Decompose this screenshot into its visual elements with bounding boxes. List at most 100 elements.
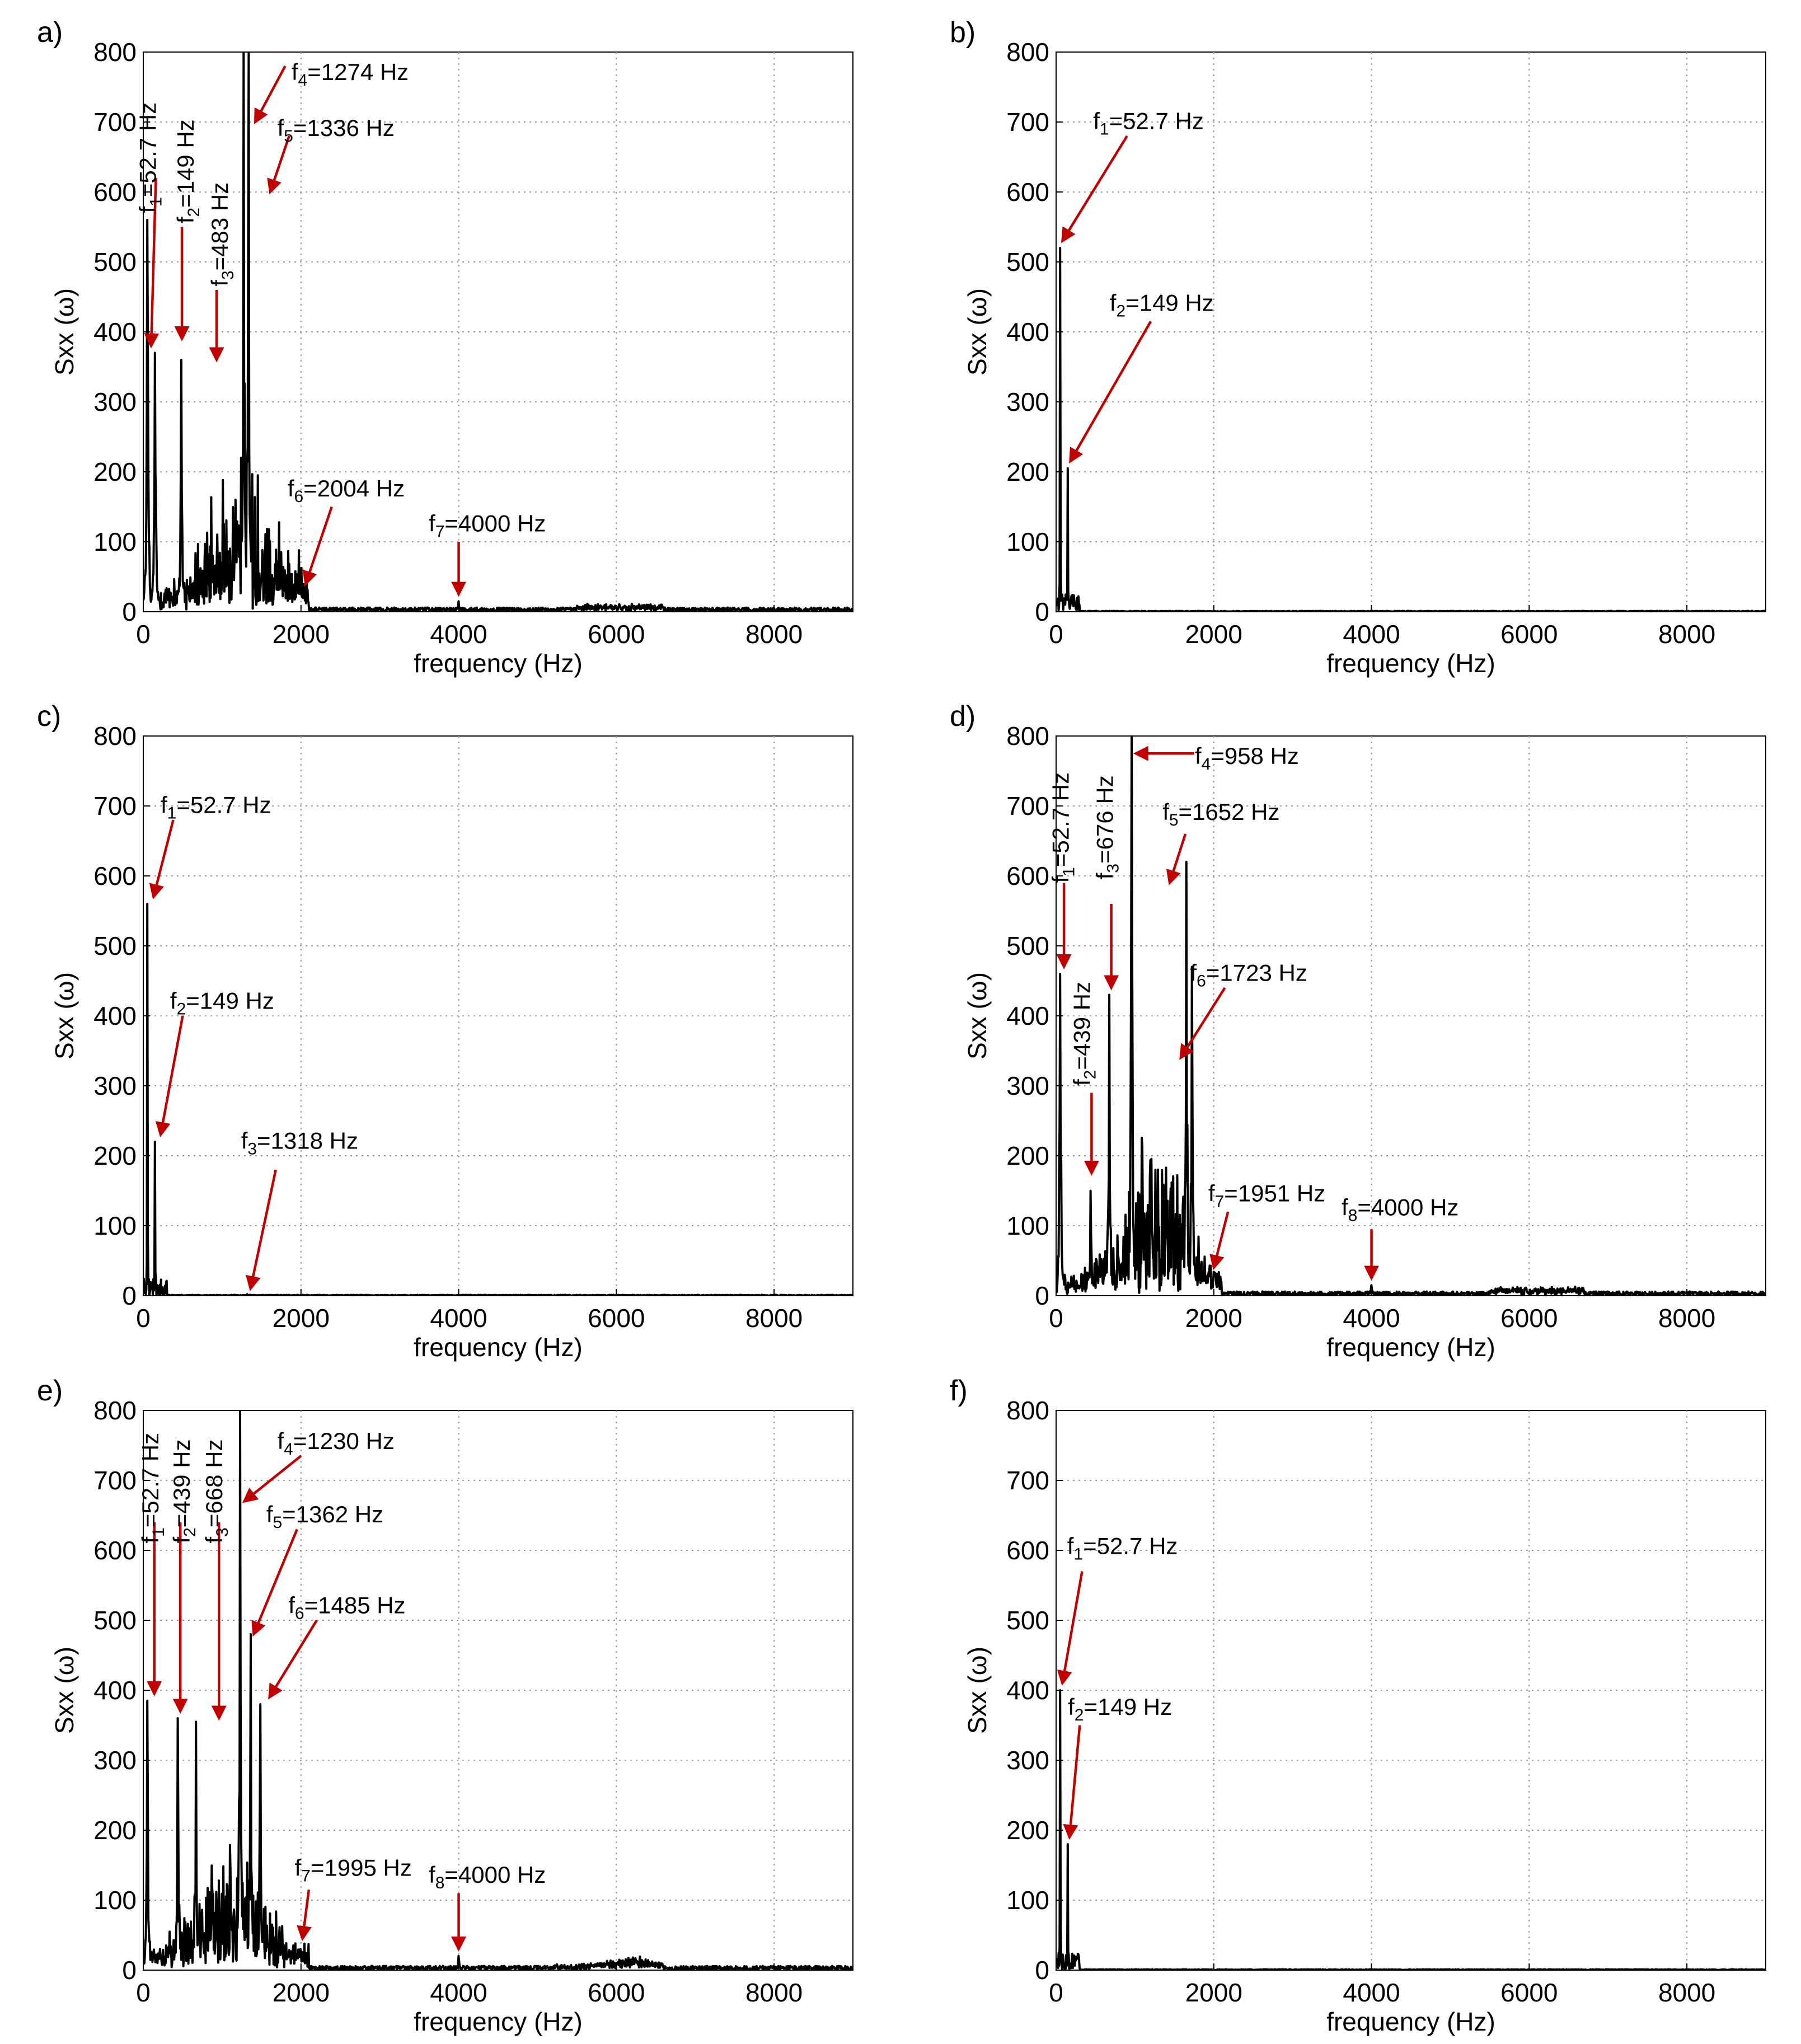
y-tick-label: 400: [93, 1676, 137, 1705]
y-axis-label: Sxx (ω): [963, 288, 992, 376]
annotation-value: =52.7 Hz: [176, 792, 271, 818]
y-tick-label: 300: [1006, 387, 1049, 416]
annotation-f1: f1=52.7 Hz: [1057, 1532, 1178, 1686]
x-tick-label: 2000: [273, 1978, 330, 2007]
x-tick-label: 4000: [1343, 1978, 1400, 2007]
y-tick-label: 0: [122, 597, 137, 626]
annotation-f2: f2=439 Hz: [168, 1440, 199, 1714]
annotation-f5: f5=1336 Hz: [267, 115, 395, 195]
annotation-symbol: f: [288, 1592, 295, 1619]
y-tick-label: 700: [1006, 791, 1049, 821]
annotation-value: =439 Hz: [1069, 982, 1095, 1070]
annotation-value: =1362 Hz: [282, 1501, 383, 1527]
y-tick-label: 100: [93, 527, 137, 556]
y-tick-label: 400: [1006, 1676, 1049, 1705]
y-tick-label: 600: [1006, 861, 1049, 890]
x-tick-label: 4000: [430, 620, 487, 649]
annotation-arrow: [1061, 135, 1128, 243]
annotation-label: f3=483 Hz: [207, 182, 237, 287]
annotation-label: f6=1485 Hz: [288, 1592, 405, 1623]
annotation-value: =668 Hz: [201, 1440, 227, 1528]
annotation-subscript: 5: [284, 127, 293, 146]
y-tick-label: 600: [93, 861, 137, 890]
annotation-f7: f7=1951 Hz: [1208, 1180, 1325, 1271]
annotation-f4: f4=958 Hz: [1133, 743, 1299, 773]
annotation-f2: f2=439 Hz: [1069, 982, 1100, 1176]
grid: [143, 736, 853, 1296]
x-axis-label: frequency (Hz): [1326, 2007, 1495, 2036]
y-tick-label: 800: [93, 1396, 137, 1425]
x-axis-label: frequency (Hz): [1326, 649, 1495, 678]
annotation-label: f4=958 Hz: [1195, 743, 1299, 773]
annotation-value: =1485 Hz: [304, 1592, 406, 1619]
y-tick-label: 0: [122, 1281, 137, 1310]
annotation-subscript: 1: [167, 804, 177, 823]
y-tick-label: 200: [93, 1141, 137, 1170]
annotation-arrow: [1209, 1211, 1230, 1271]
annotation-subscript: 6: [295, 1605, 304, 1623]
annotation-f1: f1=52.7 Hz: [135, 102, 166, 349]
y-tick-label: 400: [93, 1001, 137, 1030]
annotation-arrow: [297, 1889, 312, 1942]
y-tick-label: 700: [93, 107, 137, 137]
y-tick-label: 200: [1006, 1141, 1049, 1170]
annotation-arrow: [144, 177, 160, 349]
annotation-subscript: 3: [1104, 864, 1122, 873]
y-tick-label: 800: [1006, 721, 1049, 751]
annotation-f2: f2=149 Hz: [155, 988, 274, 1137]
annotation-arrow: [254, 65, 287, 124]
annotation-f1: f1=52.7 Hz: [1061, 108, 1204, 243]
y-tick-label: 500: [93, 1606, 137, 1635]
annotation-subscript: 7: [301, 1867, 311, 1885]
annotation-subscript: 3: [247, 1140, 257, 1159]
annotation-symbol: f: [429, 1862, 435, 1888]
x-tick-label: 6000: [1500, 1304, 1558, 1333]
y-tick-label: 500: [93, 247, 137, 276]
y-tick-label: 100: [1006, 1211, 1049, 1240]
x-tick-label: 2000: [1185, 1304, 1242, 1333]
y-tick-label: 0: [1035, 597, 1049, 626]
annotation-label: f6=2004 Hz: [288, 475, 405, 506]
y-tick-label: 400: [1006, 317, 1049, 346]
annotation-symbol: f: [241, 1128, 248, 1154]
annotation-arrow: [149, 819, 175, 899]
x-axis-label: frequency (Hz): [1326, 1333, 1495, 1362]
annotation-label: f5=1652 Hz: [1162, 799, 1279, 829]
annotation-f1: f1=52.7 Hz: [149, 792, 271, 899]
annotation-f7: f7=4000 Hz: [429, 510, 546, 597]
annotation-f3: f3=676 Hz: [1091, 775, 1122, 991]
annotation-value: =2004 Hz: [303, 475, 405, 501]
annotation-label: f2=149 Hz: [1110, 290, 1214, 321]
annotation-label: f7=4000 Hz: [429, 510, 546, 541]
x-tick-label: 2000: [1185, 620, 1242, 649]
annotation-label: f1=52.7 Hz: [1067, 1532, 1178, 1563]
y-tick-label: 0: [1035, 1281, 1049, 1310]
annotation-value: =149 Hz: [172, 119, 199, 208]
annotation-arrow: [268, 1619, 318, 1700]
x-tick-label: 2000: [273, 1304, 330, 1333]
annotation-label: f7=1951 Hz: [1208, 1180, 1325, 1211]
annotation-symbol: f: [137, 1537, 163, 1544]
panel-label: c): [37, 700, 61, 733]
annotation-label: f6=1723 Hz: [1190, 960, 1307, 991]
x-tick-label: 0: [136, 620, 151, 649]
annotation-subscript: 7: [1215, 1192, 1225, 1211]
annotation-subscript: 2: [1081, 1070, 1100, 1080]
annotation-subscript: 1: [1060, 867, 1078, 876]
y-tick-label: 600: [1006, 177, 1049, 207]
annotation-f3: f3=668 Hz: [201, 1440, 232, 1721]
annotation-label: f8=4000 Hz: [429, 1862, 546, 1892]
annotation-value: =52.7 Hz: [137, 1433, 163, 1527]
annotation-label: f3=668 Hz: [201, 1440, 232, 1544]
spectrum-line: [1056, 247, 1766, 612]
annotation-label: f2=439 Hz: [168, 1440, 199, 1544]
y-tick-label: 700: [93, 791, 137, 821]
annotation-arrow: [1069, 321, 1152, 464]
annotation-value: =1336 Hz: [293, 115, 395, 141]
annotation-subscript: 7: [435, 522, 445, 541]
x-tick-label: 8000: [1658, 620, 1715, 649]
x-tick-label: 4000: [1343, 620, 1400, 649]
annotation-value: =52.7 Hz: [1109, 108, 1204, 134]
annotation-label: f1=52.7 Hz: [1048, 772, 1078, 883]
